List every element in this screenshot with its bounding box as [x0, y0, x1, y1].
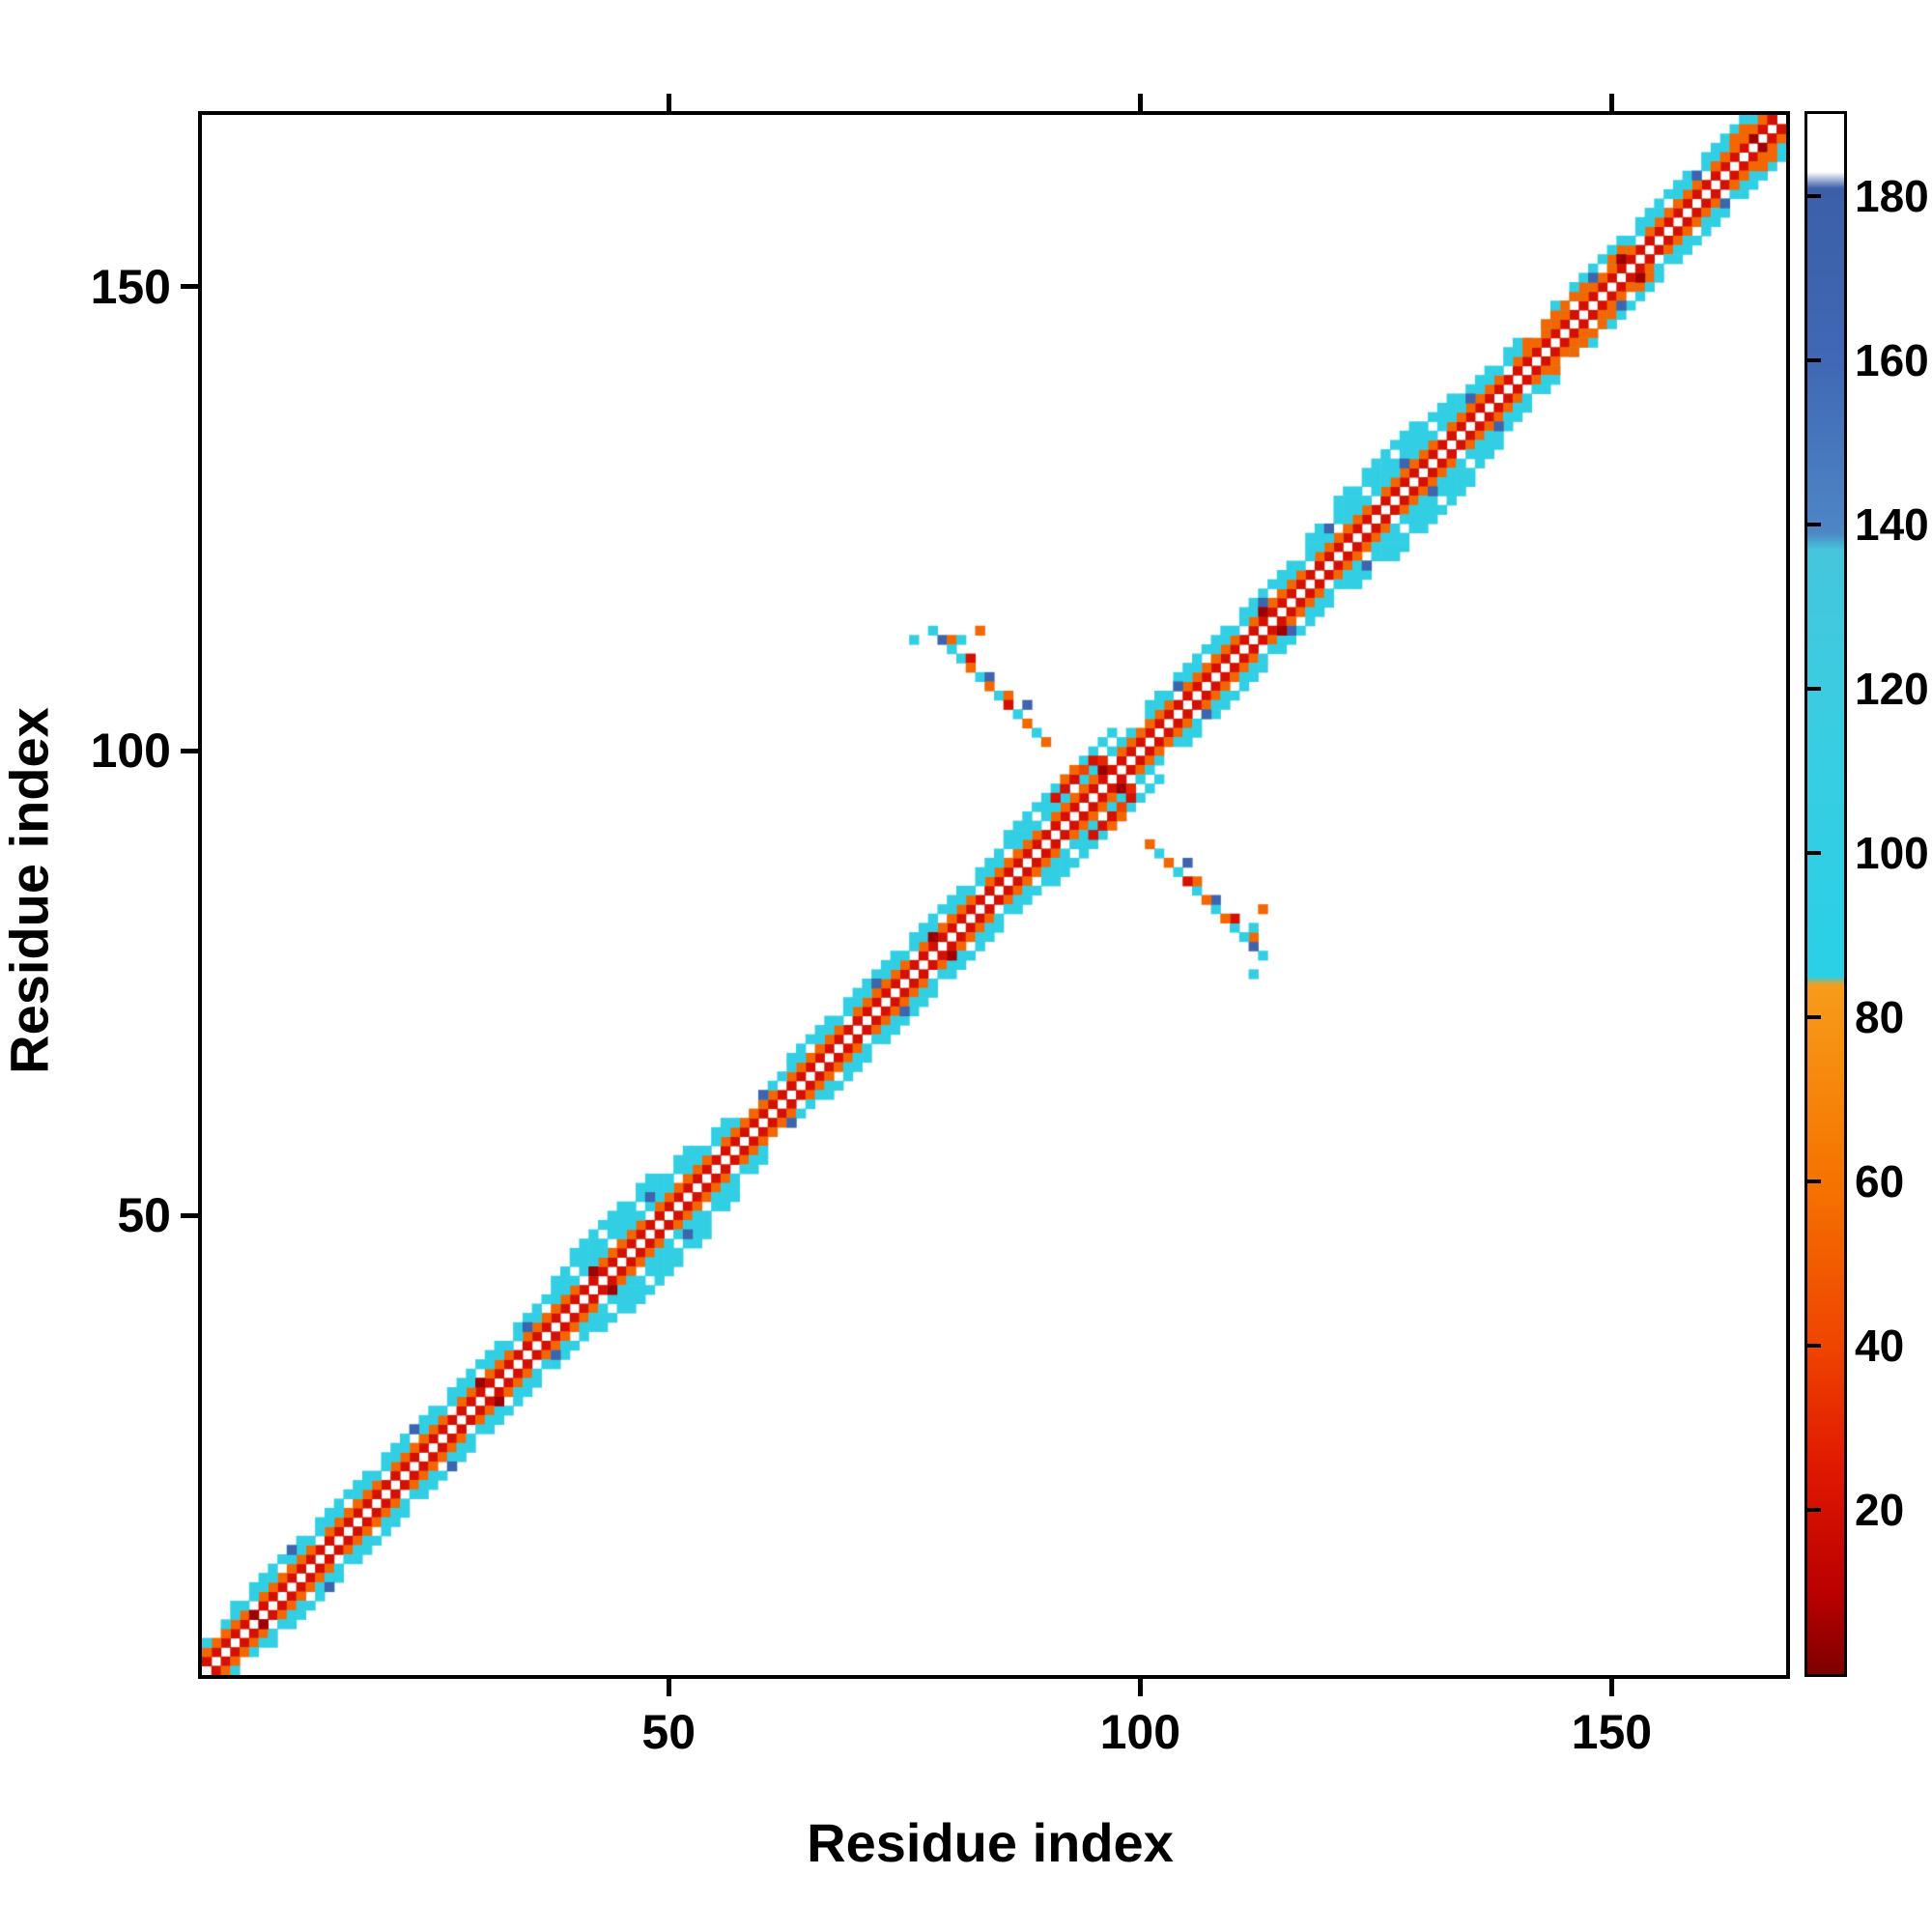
- colorbar-tick-label: 40: [1855, 1321, 1905, 1371]
- colorbar-tick-mark: [1807, 194, 1821, 198]
- x-top-tick-mark: [1137, 94, 1143, 111]
- y-tick-label: 150: [90, 259, 171, 314]
- x-axis-label: Residue index: [807, 1812, 1174, 1873]
- x-tick-label: 150: [1571, 1705, 1653, 1759]
- colorbar-tick-label: 100: [1855, 828, 1929, 878]
- colorbar-tick-label: 60: [1855, 1156, 1905, 1207]
- colorbar-tick-mark: [1807, 358, 1821, 362]
- y-tick-label: 100: [90, 724, 171, 779]
- colorbar-tick-label: 160: [1855, 335, 1929, 385]
- y-tick-label: 50: [117, 1188, 171, 1243]
- colorbar-tick-label: 80: [1855, 992, 1905, 1042]
- colorbar-tick-mark: [1807, 1508, 1821, 1512]
- colorbar: [1804, 111, 1847, 1677]
- colorbar-tick-mark: [1807, 1344, 1821, 1348]
- x-top-tick-mark: [666, 94, 671, 111]
- y-tick-mark: [181, 284, 198, 290]
- y-tick-mark: [181, 748, 198, 753]
- colorbar-tick-label: 20: [1855, 1485, 1905, 1535]
- plot-area: [198, 111, 1790, 1679]
- colorbar-tick-mark: [1807, 851, 1821, 855]
- x-tick-mark: [1608, 1679, 1614, 1696]
- colorbar-tick-mark: [1807, 687, 1821, 691]
- colorbar-tick-mark: [1807, 1015, 1821, 1019]
- x-top-tick-mark: [1608, 94, 1614, 111]
- colorbar-tick-label: 180: [1855, 171, 1929, 221]
- x-tick-mark: [1137, 1679, 1143, 1696]
- colorbar-tick-label: 140: [1855, 499, 1929, 550]
- y-tick-mark: [181, 1212, 198, 1218]
- colorbar-tick-mark: [1807, 1179, 1821, 1183]
- colorbar-tick-mark: [1807, 523, 1821, 526]
- x-tick-label: 100: [1099, 1705, 1181, 1759]
- x-tick-label: 50: [641, 1705, 696, 1759]
- x-tick-mark: [666, 1679, 671, 1696]
- heatmap-canvas: [202, 115, 1786, 1675]
- colorbar-tick-label: 120: [1855, 664, 1929, 714]
- colorbar-canvas: [1807, 114, 1844, 1674]
